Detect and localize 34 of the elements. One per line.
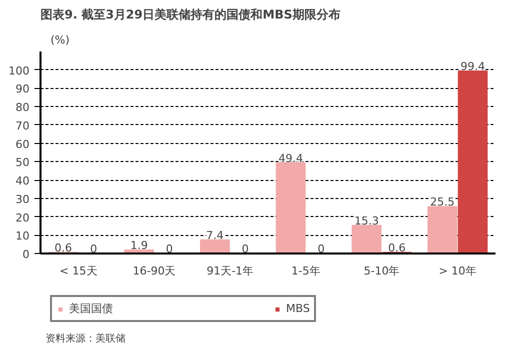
y-tick-label: 20 [16, 211, 30, 224]
x-tick-label: > 10年 [438, 264, 476, 278]
chart-title: 图表9. 截至3月29日美联储持有的国债和MBS期限分布 [40, 8, 340, 22]
data-label: 1.9 [130, 239, 148, 252]
data-label: 7.4 [206, 228, 224, 242]
x-tick-label: 1-5年 [291, 264, 320, 278]
data-label: 0.6 [54, 241, 72, 254]
y-tick-label: 100 [8, 64, 30, 78]
data-label: 0 [90, 242, 98, 256]
y-tick-label: 10 [16, 230, 30, 243]
y-tick-label: 40 [16, 174, 30, 188]
x-tick-label: 5-10年 [364, 264, 400, 278]
y-tick-label: 0 [22, 248, 30, 261]
legend-label: MBS [286, 302, 310, 315]
x-tick-label: 16-90天 [132, 264, 176, 278]
y-tick-label: 80 [16, 101, 30, 114]
y-tick-label: 90 [16, 82, 30, 96]
x-tick-label: 91天-1年 [206, 264, 254, 278]
y-tick-label: 60 [16, 138, 30, 151]
y-tick-label: 70 [16, 119, 30, 132]
y-axis-title: (%) [50, 34, 70, 46]
data-label: 0.6 [388, 241, 406, 254]
data-label: 15.3 [354, 214, 379, 228]
data-label: 25.5 [430, 196, 455, 209]
x-tick-label: < 15天 [60, 264, 98, 278]
y-tick-label: 30 [16, 192, 30, 206]
data-label: 0 [318, 242, 325, 256]
data-label: 99.4 [460, 60, 486, 73]
legend-label: 美国国债 [69, 301, 113, 316]
y-tick-label: 50 [16, 156, 30, 170]
data-label: 49.4 [278, 152, 304, 165]
data-label: 0 [242, 242, 249, 256]
text: 资料来源：美联储 [46, 332, 126, 344]
data-label: 0 [166, 242, 173, 256]
